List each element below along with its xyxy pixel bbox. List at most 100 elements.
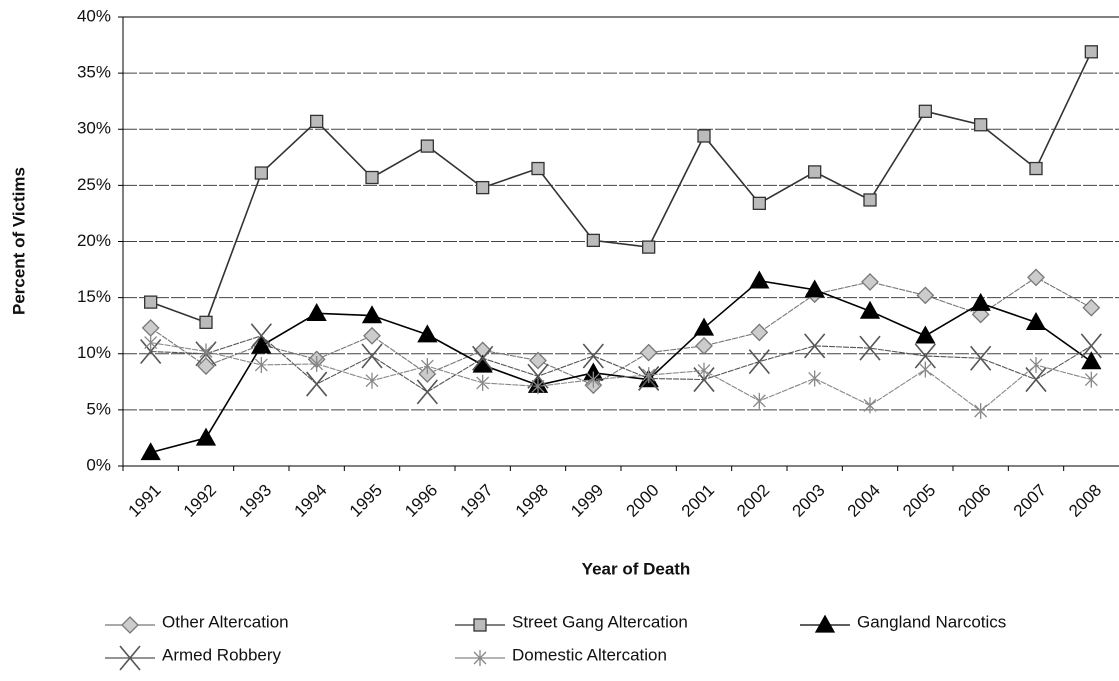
legend-marker: [121, 616, 139, 634]
marker: [365, 372, 379, 389]
marker: [254, 356, 268, 373]
legend-marker: [119, 645, 141, 671]
x-tick-label: 2001: [678, 481, 718, 521]
marker: [199, 315, 213, 329]
marker: [361, 343, 383, 369]
marker: [861, 272, 879, 291]
marker: [918, 361, 932, 378]
y-tick-label: 15%: [77, 287, 111, 306]
marker: [752, 392, 766, 409]
marker: [476, 180, 490, 195]
marker: [1084, 45, 1098, 59]
marker: [695, 336, 713, 355]
marker: [310, 355, 324, 372]
marker: [970, 345, 992, 371]
series: [144, 334, 1098, 419]
y-tick-label: 5%: [86, 399, 111, 418]
marker: [863, 193, 877, 207]
marker: [1025, 311, 1047, 330]
marker: [859, 300, 881, 319]
series-line: [150, 279, 1092, 454]
x-tick-label: 1996: [401, 481, 441, 521]
marker: [250, 323, 272, 349]
marker: [582, 343, 604, 369]
marker: [748, 349, 770, 375]
x-tick-label: 2003: [788, 481, 828, 521]
marker: [195, 427, 217, 446]
marker: [531, 161, 545, 176]
x-tick-label: 1992: [180, 481, 220, 521]
marker: [144, 334, 158, 351]
x-tick-label: 1997: [456, 481, 496, 521]
marker: [416, 379, 438, 405]
marker: [586, 371, 600, 388]
marker: [420, 139, 434, 153]
marker: [804, 279, 825, 298]
marker: [363, 326, 381, 345]
x-tick-label: 1993: [235, 481, 275, 521]
y-tick-label: 0%: [86, 455, 111, 474]
y-axis-title: Percent of Victims: [9, 167, 28, 315]
y-tick-label: 40%: [77, 6, 111, 25]
marker: [808, 370, 822, 387]
y-tick-label: 10%: [77, 343, 111, 362]
marker: [916, 286, 935, 305]
marker: [140, 338, 162, 365]
marker: [310, 114, 324, 129]
marker: [1025, 367, 1047, 393]
legend-label: Other Altercation: [162, 612, 289, 631]
marker: [1027, 268, 1045, 287]
x-tick-label: 2007: [1010, 481, 1050, 521]
marker: [914, 343, 936, 369]
marker: [804, 333, 826, 359]
marker: [693, 317, 715, 336]
marker: [915, 325, 936, 344]
marker: [365, 170, 379, 185]
marker: [251, 335, 272, 354]
x-tick-label: 1998: [512, 481, 552, 521]
x-tick-label: 2000: [622, 481, 662, 521]
legend-marker: [814, 614, 836, 633]
y-tick-label: 25%: [77, 175, 111, 194]
marker: [306, 303, 327, 321]
series-line: [150, 341, 1092, 412]
marker: [141, 319, 160, 337]
marker: [1082, 298, 1101, 317]
x-tick-label: 2002: [733, 481, 773, 521]
marker: [254, 166, 268, 180]
marker: [531, 378, 545, 395]
marker: [199, 343, 213, 360]
marker: [752, 196, 766, 210]
series: [140, 270, 1102, 461]
marker: [476, 374, 490, 391]
x-tick-label: 2006: [954, 481, 994, 521]
marker: [863, 397, 877, 414]
marker: [1080, 333, 1102, 359]
marker: [361, 305, 383, 324]
marker: [417, 324, 438, 343]
x-tick-label: 2005: [899, 481, 939, 521]
marker: [527, 363, 549, 389]
x-tick-label: 1991: [124, 481, 164, 521]
series-line: [150, 335, 1092, 393]
marker: [859, 335, 881, 361]
marker: [529, 351, 547, 370]
x-tick-label: 2004: [844, 481, 884, 521]
marker: [750, 323, 769, 342]
legend-marker: [473, 618, 487, 632]
marker: [639, 343, 658, 362]
x-tick-label: 2008: [1065, 481, 1105, 521]
series-line: [150, 51, 1093, 324]
marker: [420, 358, 434, 375]
marker: [918, 104, 932, 118]
series: [144, 45, 1098, 329]
x-tick-label: 1999: [567, 481, 607, 521]
marker: [697, 129, 711, 143]
marker: [140, 442, 161, 461]
marker: [197, 357, 215, 376]
marker: [1029, 161, 1043, 176]
y-tick-label: 20%: [77, 231, 111, 250]
series: [140, 323, 1102, 405]
x-axis-title: Year of Death: [582, 559, 691, 578]
